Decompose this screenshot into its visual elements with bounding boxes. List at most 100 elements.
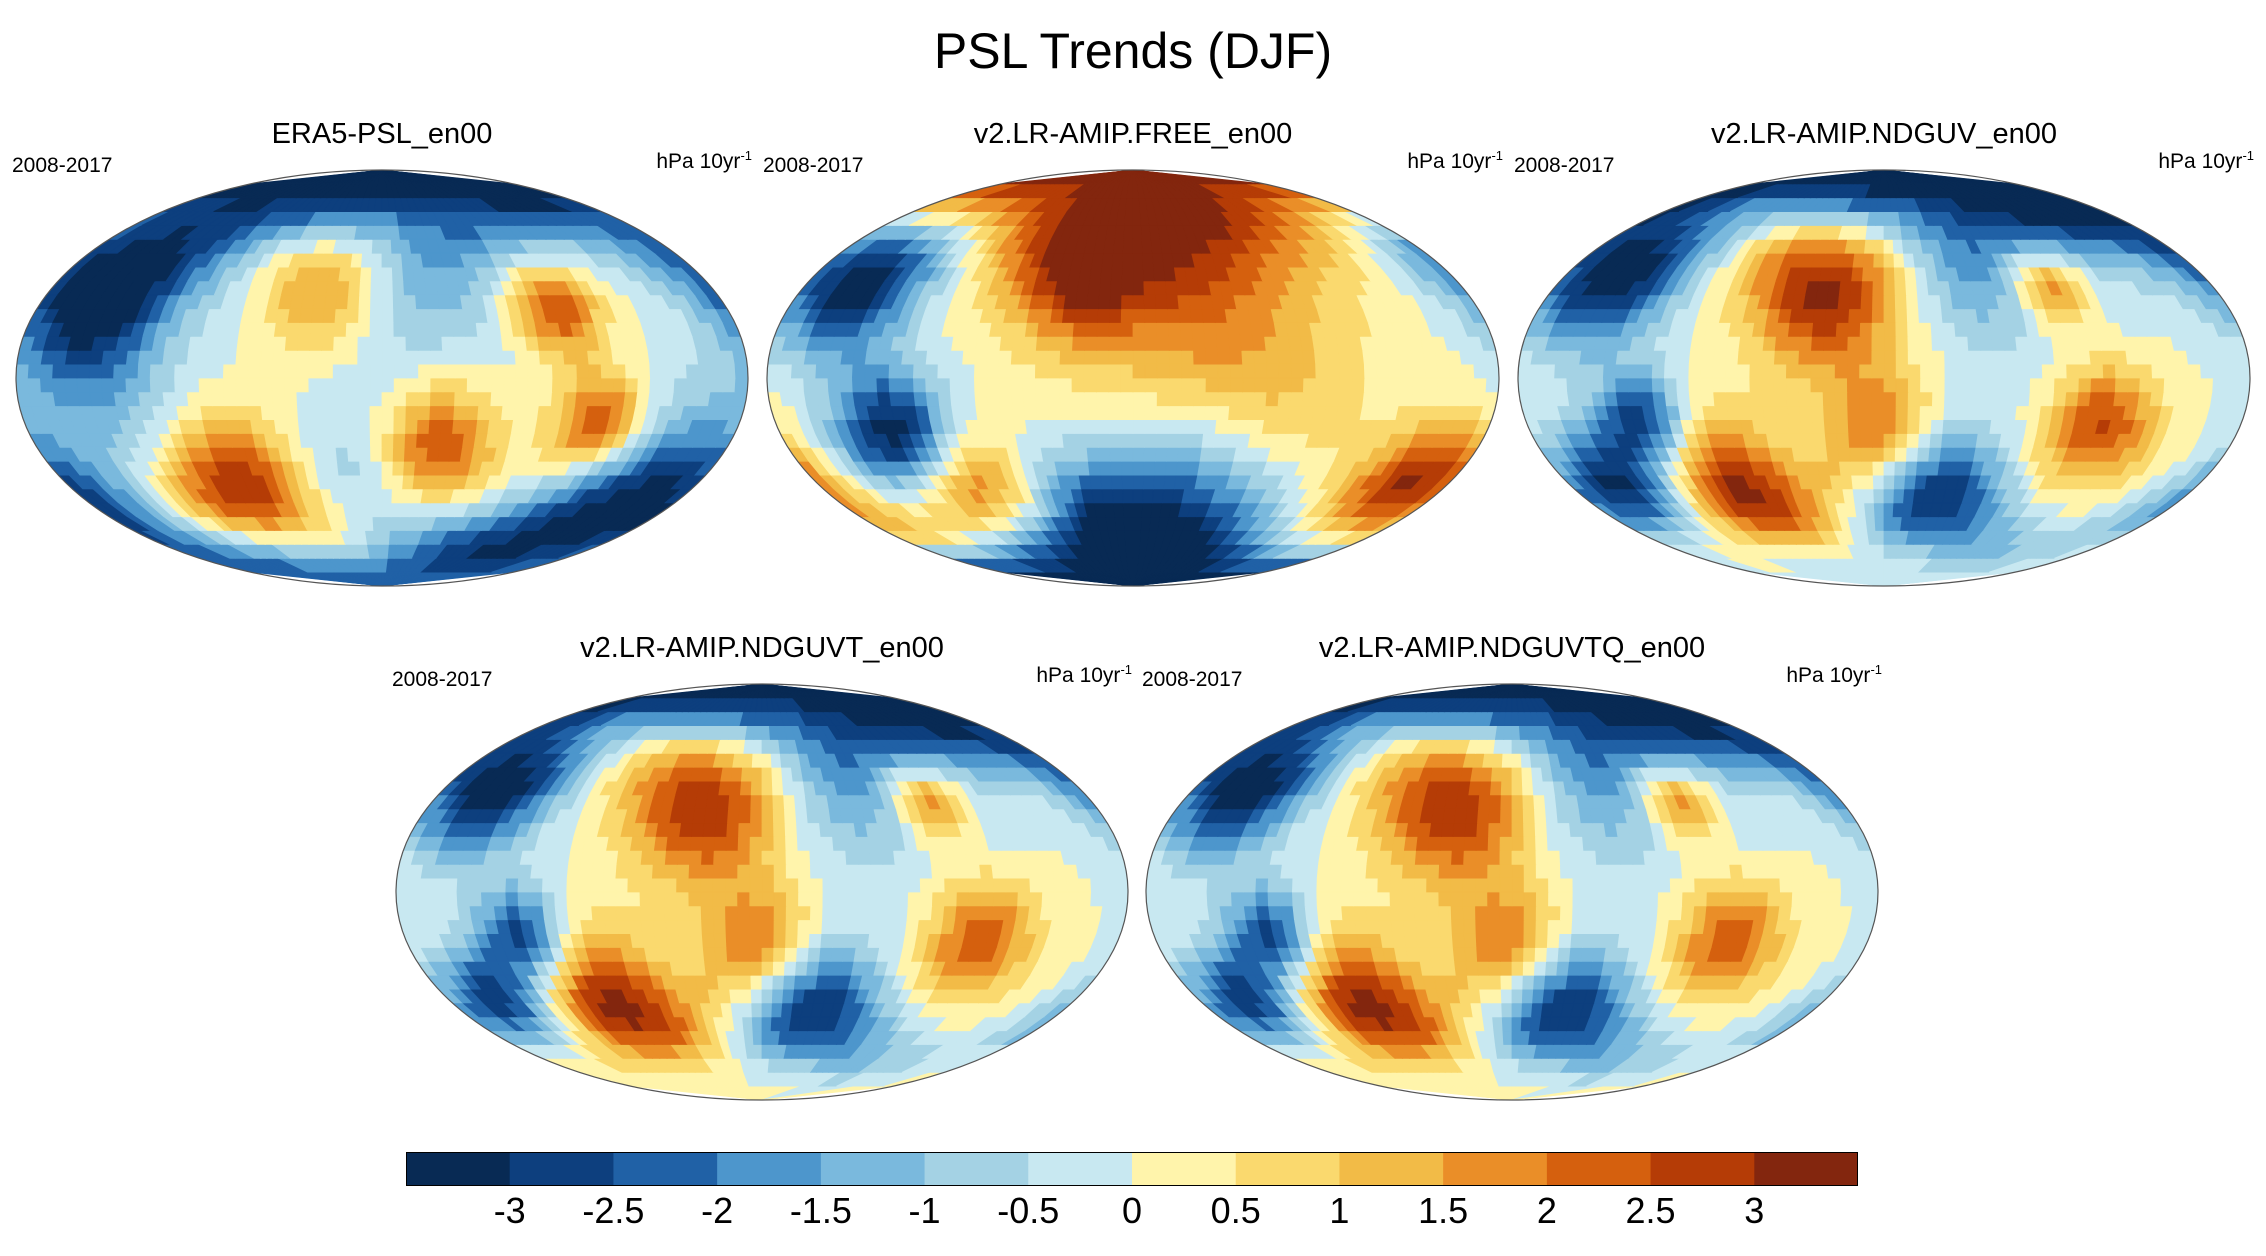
field-cell [1851, 474, 1864, 490]
field-cell [333, 405, 347, 421]
field-cell [322, 308, 337, 323]
field-cell [161, 377, 176, 393]
field-cell [381, 488, 393, 504]
field-cell [1096, 419, 1110, 434]
field-cell [1873, 502, 1885, 518]
field-cell [1179, 419, 1194, 434]
field-cell [949, 349, 965, 365]
field-cell [359, 474, 373, 490]
field-cell [2066, 363, 2080, 379]
field-cell [1275, 335, 1291, 351]
field-cell [1254, 363, 1268, 379]
field-cell [311, 433, 325, 448]
field-cell [1111, 252, 1124, 268]
field-cell [1883, 460, 1896, 476]
field-cell [345, 391, 359, 407]
field-cell [454, 349, 468, 365]
field-cell [1846, 363, 1861, 379]
field-cell [1944, 349, 1958, 365]
field-cell [1931, 335, 1945, 351]
field-cell [1180, 391, 1195, 407]
field-cell [1142, 266, 1156, 282]
field-cell [1072, 322, 1087, 337]
field-cell [1156, 419, 1170, 434]
field-cell [1424, 377, 1439, 393]
field-cell [352, 502, 365, 518]
field-cell [247, 391, 262, 407]
field-cell [1761, 391, 1776, 407]
field-cell [357, 335, 371, 351]
field-cell [1120, 405, 1134, 421]
field-cell [335, 294, 349, 310]
field-cell [1918, 419, 1933, 434]
field-cell [1229, 363, 1244, 379]
map-outline [15, 169, 749, 587]
field-cell [564, 363, 578, 379]
field-cell [1932, 377, 1946, 393]
field-cell [2101, 391, 2116, 407]
field-cell [1132, 488, 1144, 504]
field-cell [212, 405, 228, 421]
field-cell [1529, 363, 1544, 379]
field-cell [1217, 377, 1232, 393]
field-cell [2151, 377, 2166, 393]
field-cell [2040, 349, 2055, 365]
field-cell [415, 446, 429, 462]
field-cell [2137, 391, 2153, 407]
field-cell [1895, 335, 1909, 351]
field-cell [450, 308, 465, 323]
field-cell [478, 391, 493, 407]
field-cell [1326, 391, 1341, 407]
field-cell [1110, 266, 1124, 282]
field-cell [1907, 349, 1921, 365]
field-cell [1141, 502, 1153, 518]
field-cell [1907, 391, 1921, 407]
field-cell [1144, 335, 1158, 351]
field-cell [1096, 349, 1110, 365]
field-cell [391, 252, 404, 268]
field-cell [987, 405, 1002, 421]
field-cell [1810, 377, 1824, 393]
map-panel: ERA5-PSL_en00 2008-2017 hPa 10yr-1 [12, 118, 752, 588]
field-cell [550, 391, 566, 407]
field-cell [1944, 377, 1958, 393]
field-cell [1930, 419, 1945, 434]
field-cell [524, 335, 540, 351]
field-cell [790, 363, 805, 379]
field-cell [362, 502, 374, 518]
field-cell [1388, 377, 1402, 393]
field-cell [501, 405, 516, 421]
field-cell [1410, 349, 1426, 365]
field-cell [381, 308, 395, 323]
field-cell [1203, 322, 1218, 337]
field-cell [374, 197, 383, 212]
field-cell [2212, 377, 2227, 393]
field-cell [296, 405, 311, 421]
field-cell [527, 363, 542, 379]
field-cell [1083, 349, 1098, 365]
field-cell [259, 391, 274, 407]
field-cell [1907, 322, 1921, 337]
field-cell [1290, 363, 1305, 379]
field-cell [487, 322, 502, 337]
field-cell [405, 419, 419, 434]
field-cell [381, 363, 395, 379]
field-cell [100, 363, 115, 379]
field-cell [1848, 308, 1862, 323]
field-cell [1811, 419, 1826, 434]
field-cell [2064, 349, 2080, 365]
field-cell [1156, 335, 1170, 351]
field-cell [2173, 391, 2189, 407]
field-cell [1290, 377, 1305, 393]
field-cell [1376, 377, 1390, 393]
field-cell [236, 405, 251, 421]
field-cell [405, 322, 419, 337]
field-cell [1095, 363, 1110, 379]
field-cell [2200, 377, 2214, 393]
field-cell [1114, 516, 1126, 531]
field-cell [360, 252, 373, 268]
field-cell [349, 266, 362, 282]
field-cell [1663, 363, 1678, 379]
field-cell [1132, 502, 1144, 518]
field-cell [1073, 308, 1088, 323]
